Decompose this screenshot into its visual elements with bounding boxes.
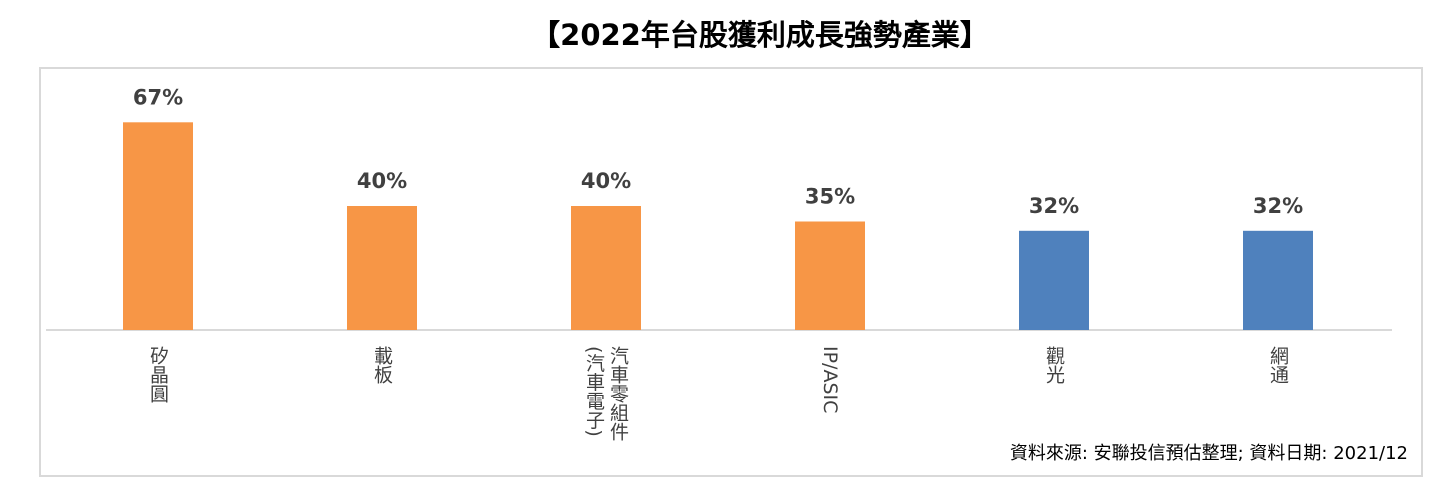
bar [1019,230,1089,330]
x-tick-label: 汽車零組件(汽車電子) [583,346,629,441]
x-tick-label: 網通 [1267,346,1289,384]
chart-title: 【2022年台股獲利成長強勢產業】 [531,18,989,52]
value-label: 40% [581,169,631,193]
x-tick-label: 觀光 [1043,346,1065,384]
x-tick-label: 矽晶圓 [147,346,169,403]
source-note: 資料來源: 安聯投信預估整理; 資料日期: 2021/12 [1010,443,1408,464]
bar [347,206,417,330]
bar [1243,230,1313,330]
plot-border [39,67,1423,477]
value-label: 35% [805,185,855,209]
bar [123,122,193,330]
value-label: 32% [1253,194,1303,218]
x-tick-label: 載板 [371,346,393,384]
x-tick-label: IP/ASIC [819,346,841,414]
value-label: 40% [357,169,407,193]
value-label: 67% [133,85,183,109]
value-label: 32% [1029,194,1079,218]
bar [571,206,641,330]
bar [795,221,865,330]
